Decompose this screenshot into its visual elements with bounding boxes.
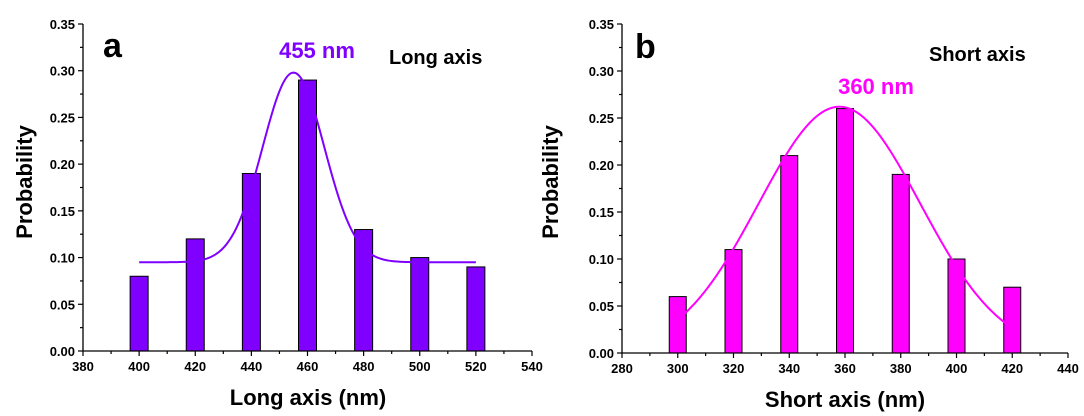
x-tick-label-b: 380 xyxy=(890,361,912,376)
bar-b-420 xyxy=(1003,286,1022,354)
y-tick-label-b: 0.10 xyxy=(589,252,614,267)
x-tick-label-a: 400 xyxy=(128,359,150,374)
x-tick-label-b: 280 xyxy=(611,361,633,376)
bar-b-320 xyxy=(724,249,743,354)
y-tick-label-b: 0.30 xyxy=(589,64,614,79)
x-tick-label-b: 440 xyxy=(1057,361,1079,376)
panel-letter-a: a xyxy=(103,27,123,65)
x-tick-label-a: 500 xyxy=(409,359,431,374)
y-tick-label-a: 0.15 xyxy=(50,204,75,219)
bar-b-360 xyxy=(836,108,854,354)
bar-a-500 xyxy=(410,257,430,352)
chart-panel-a: Probability Long axis (nm) a Long axis 4… xyxy=(12,17,543,410)
x-tick-label-b: 300 xyxy=(667,361,689,376)
peak-annotation-a: 455 nm xyxy=(279,38,355,63)
fit-curve-b xyxy=(677,105,1013,329)
y-tick-label-b: 0.20 xyxy=(589,158,614,173)
peak-annotation-b: 360 nm xyxy=(838,74,914,99)
y-tick-label-b: 0.00 xyxy=(589,346,614,361)
x-tick-label-a: 540 xyxy=(521,359,543,374)
x-tick-label-b: 320 xyxy=(723,361,745,376)
bar-b-380 xyxy=(891,173,910,354)
bar-a-420 xyxy=(185,238,205,352)
y-tick-label-a: 0.05 xyxy=(50,297,75,312)
x-tick-label-a: 480 xyxy=(353,359,375,374)
bar-b-400 xyxy=(947,258,966,354)
bar-a-440 xyxy=(241,172,261,352)
y-tick-label-a: 0.25 xyxy=(50,110,75,125)
legend-label-a: Long axis xyxy=(389,47,482,69)
legend-label-b: Short axis xyxy=(929,44,1026,66)
x-tick-label-a: 380 xyxy=(72,359,94,374)
x-tick-label-a: 520 xyxy=(465,359,487,374)
y-tick-label-a: 0.10 xyxy=(50,251,75,266)
bar-a-520 xyxy=(466,266,486,352)
bar-b-300 xyxy=(668,296,687,354)
fit-curve-a xyxy=(139,71,476,264)
bar-b-340 xyxy=(780,155,799,354)
y-tick-label-a: 0.20 xyxy=(50,157,75,172)
y-axis-label-a: Probability xyxy=(12,124,37,238)
x-tick-label-b: 420 xyxy=(1001,361,1023,376)
x-tick-label-b: 360 xyxy=(834,361,856,376)
x-axis-label-a: Long axis (nm) xyxy=(230,385,386,410)
y-tick-label-a: 0.00 xyxy=(50,344,75,359)
x-axis-label-b: Short axis (nm) xyxy=(765,387,925,412)
y-tick-label-a: 0.35 xyxy=(50,17,75,32)
panel-letter-b: b xyxy=(635,28,656,66)
bar-a-400 xyxy=(129,275,149,352)
x-tick-label-a: 460 xyxy=(297,359,319,374)
y-axis-label-b: Probability xyxy=(538,124,563,238)
y-tick-label-b: 0.05 xyxy=(589,299,614,314)
bar-a-460 xyxy=(298,79,317,352)
y-tick-label-b: 0.25 xyxy=(589,111,614,126)
x-tick-label-b: 340 xyxy=(778,361,800,376)
y-tick-label-a: 0.30 xyxy=(50,64,75,79)
chart-panel-b: Probability Short axis (nm) b Short axis… xyxy=(538,17,1079,412)
x-tick-label-a: 440 xyxy=(241,359,263,374)
x-tick-label-a: 420 xyxy=(184,359,206,374)
y-tick-label-b: 0.35 xyxy=(589,17,614,32)
y-tick-label-b: 0.15 xyxy=(589,205,614,220)
x-tick-label-b: 400 xyxy=(946,361,968,376)
